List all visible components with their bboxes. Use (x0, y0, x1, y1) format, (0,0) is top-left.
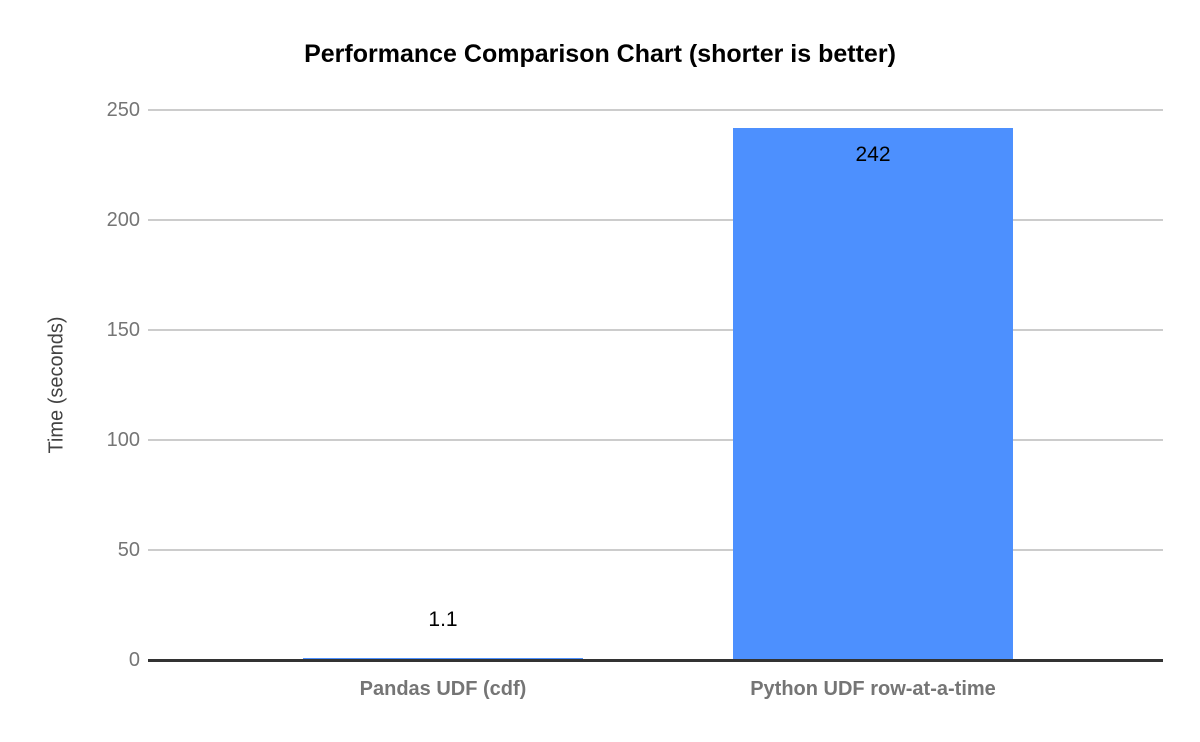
gridline-100 (148, 439, 1163, 441)
x-category-label-1: Python UDF row-at-a-time (750, 678, 996, 700)
value-label-1: 242 (855, 142, 891, 166)
y-tick-label-50: 50 (117, 539, 140, 561)
y-tick-label-200: 200 (106, 209, 140, 231)
bar-1 (733, 127, 1013, 660)
y-tick-label-0: 0 (128, 649, 140, 671)
y-tick-label-250: 250 (106, 99, 140, 121)
gridline-200 (148, 219, 1163, 221)
gridline-150 (148, 329, 1163, 331)
x-category-label-0: Pandas UDF (cdf) (359, 678, 527, 700)
y-tick-label-100: 100 (106, 429, 140, 451)
bar-0 (303, 657, 583, 660)
y-tick-label-150: 150 (106, 319, 140, 341)
value-label-0: 1.1 (428, 607, 458, 631)
gridline-50 (148, 549, 1163, 551)
gridline-250 (148, 109, 1163, 111)
chart-title: Performance Comparison Chart (shorter is… (304, 40, 896, 68)
x-axis-baseline (148, 659, 1163, 662)
